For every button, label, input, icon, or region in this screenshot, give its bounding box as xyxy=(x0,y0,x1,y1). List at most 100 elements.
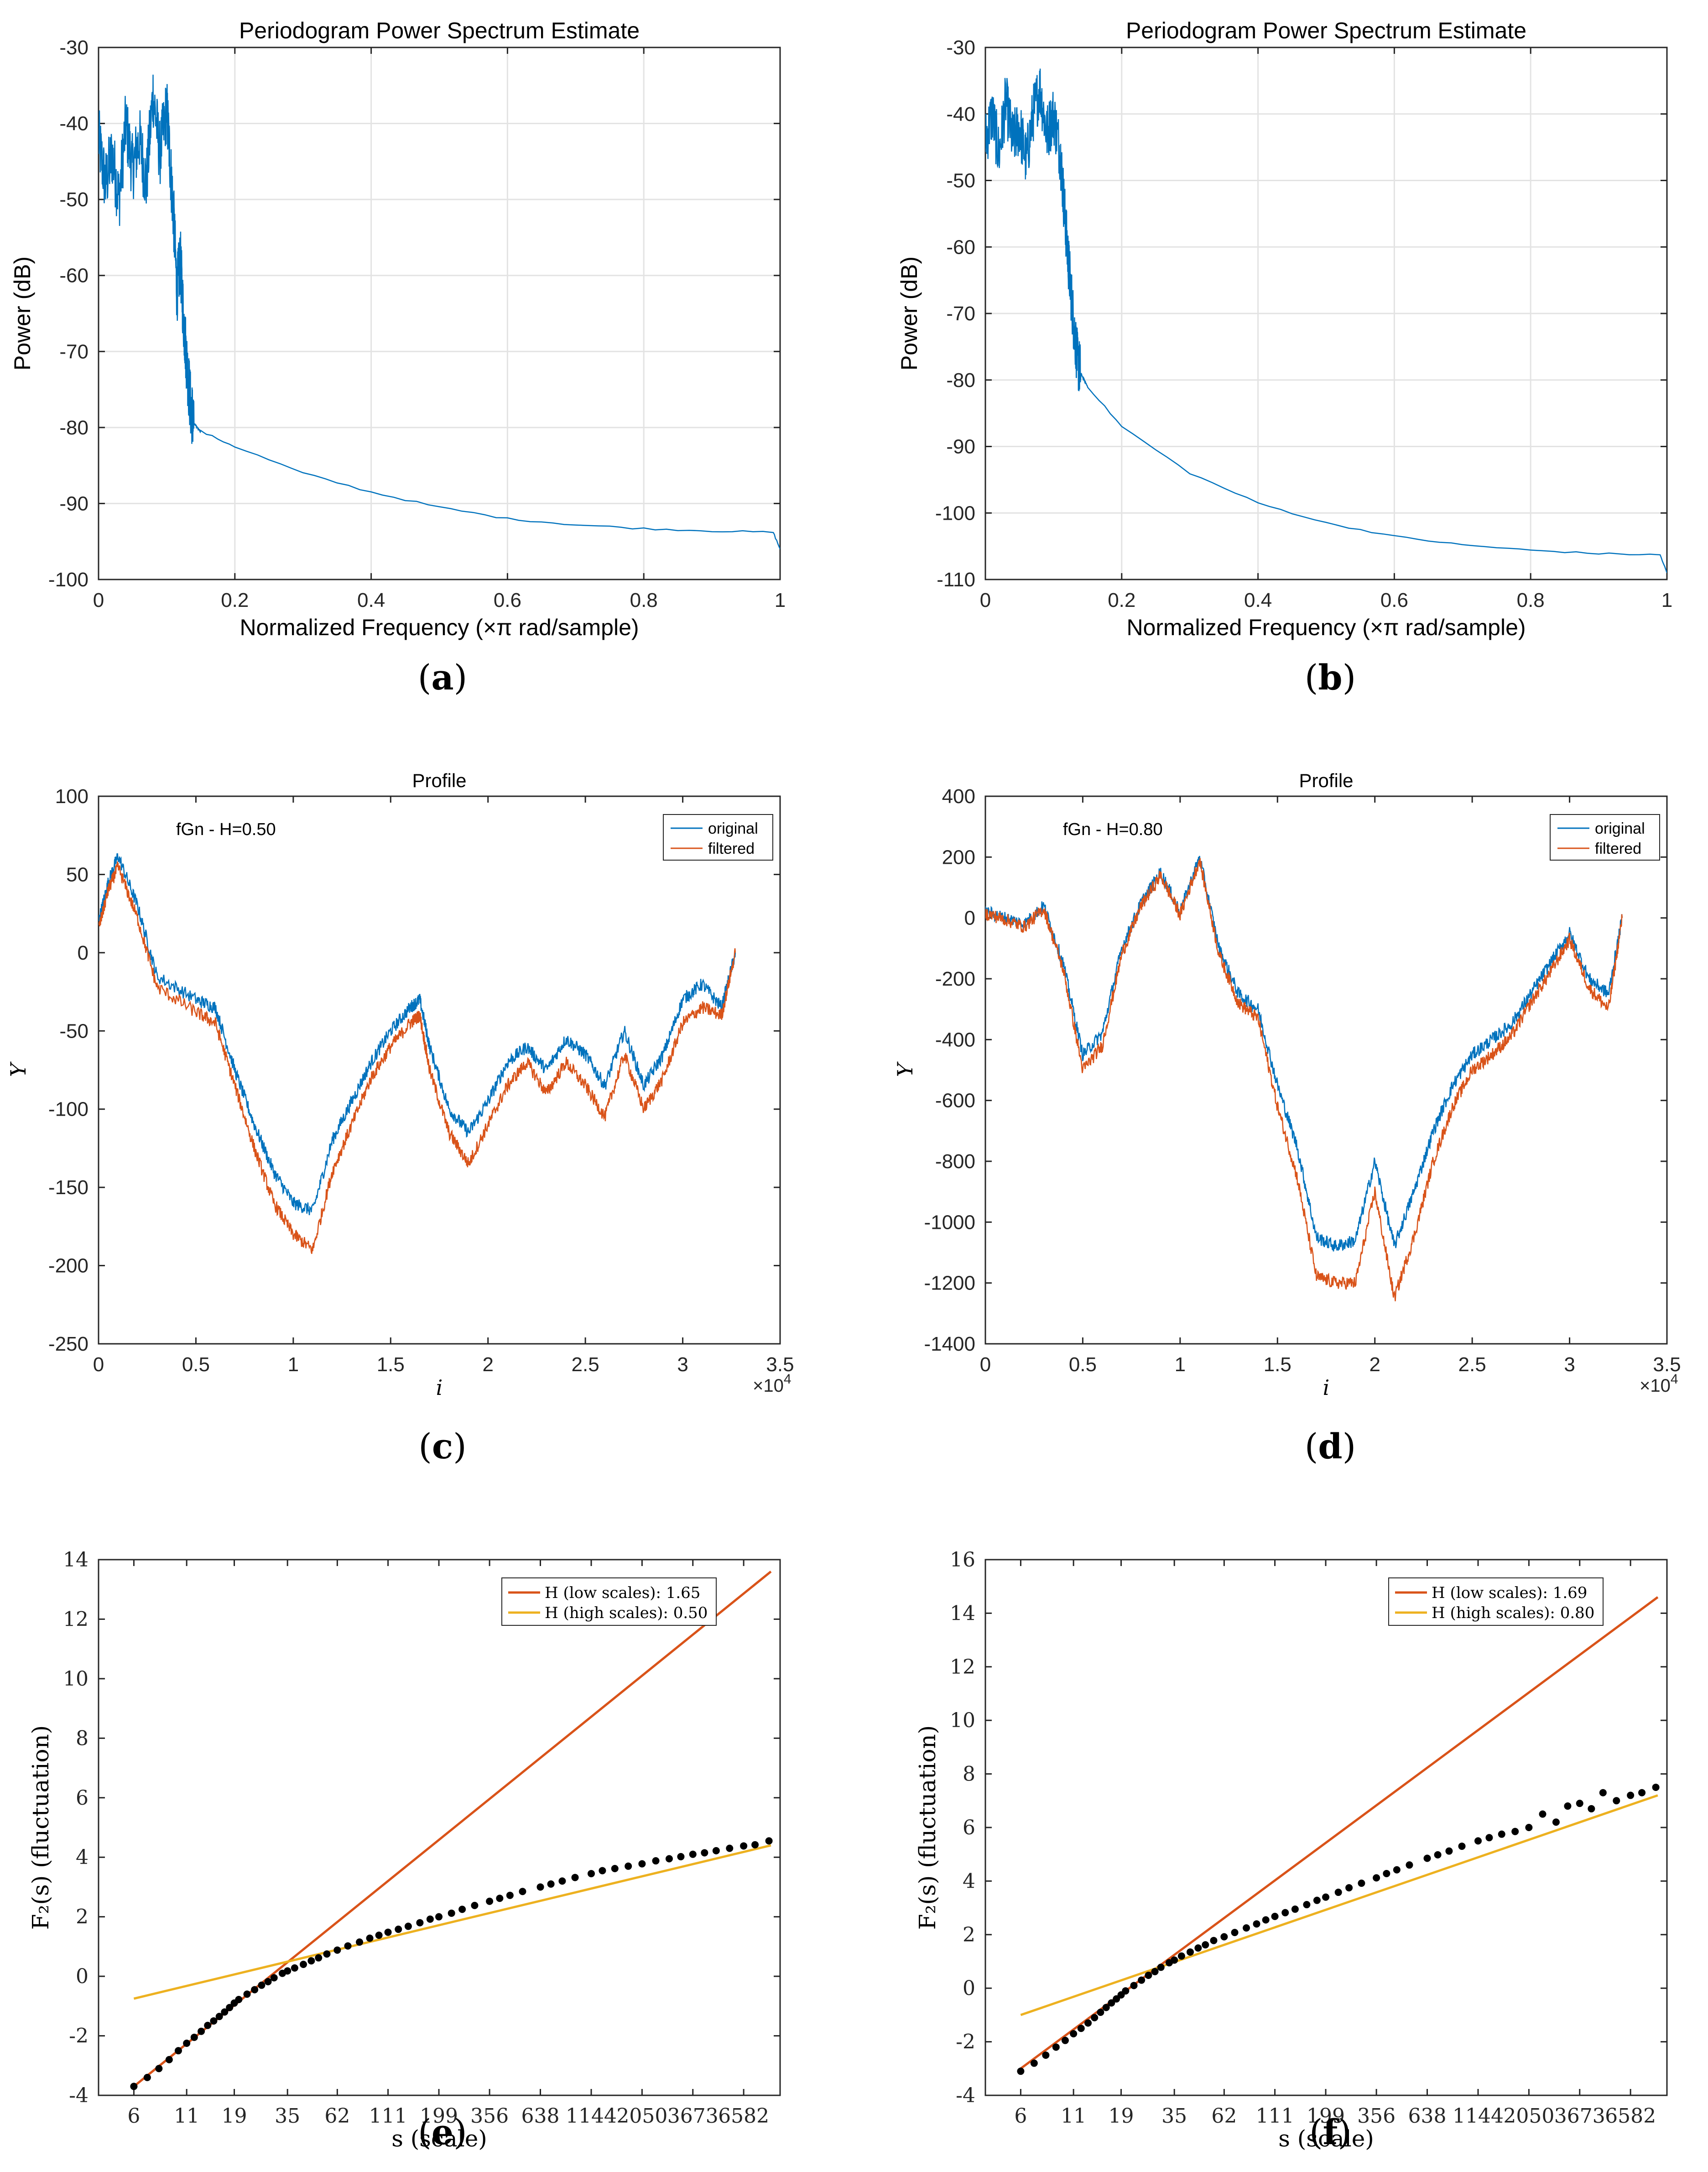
x-tick-label: 35 xyxy=(1161,2104,1187,2128)
data-point xyxy=(1652,1783,1660,1791)
data-point xyxy=(701,1849,708,1857)
data-point xyxy=(1108,1999,1115,2007)
data-point xyxy=(291,1964,298,1972)
y-tick-label: 10 xyxy=(950,1709,975,1732)
data-point xyxy=(226,2004,234,2011)
data-point xyxy=(333,1946,341,1954)
data-point xyxy=(344,1942,352,1950)
chart-f: 6 11 19 35 62 111 199 356 638 1144 2050 3673 6582-4-… xyxy=(914,1548,1668,2152)
series-line-periodogram xyxy=(99,74,780,549)
y-tick-label: 14 xyxy=(950,1602,975,1625)
chart-title: Periodogram Power Spectrum Estimate xyxy=(1126,18,1526,43)
legend-box xyxy=(663,814,773,861)
y-tick-label: 400 xyxy=(942,785,975,808)
data-point xyxy=(486,1897,494,1905)
y-tick-label: -1200 xyxy=(924,1272,975,1295)
axes-frame xyxy=(98,795,781,1345)
data-point xyxy=(1084,2019,1092,2027)
data-point xyxy=(143,2073,151,2081)
x-tick-label: 3.5 xyxy=(766,1353,794,1376)
data-point xyxy=(1157,1963,1165,1971)
x-tick-label: 1144 xyxy=(1453,2104,1504,2128)
caption-a: (a) xyxy=(417,657,468,698)
y-tick-label: -40 xyxy=(946,103,975,125)
data-point xyxy=(1393,1866,1401,1874)
x-tick-label: 3 xyxy=(1564,1353,1575,1376)
y-tick-label: 8 xyxy=(963,1763,975,1786)
data-point xyxy=(599,1867,606,1874)
annotation: fGn - H=0.50 xyxy=(176,820,276,839)
x-tick-label: 199 xyxy=(1307,2104,1345,2128)
x-tick-label: 0.2 xyxy=(221,589,249,611)
data-point xyxy=(1358,1880,1365,1887)
x-tick-label: 1 xyxy=(775,589,786,611)
y-tick-label: -100 xyxy=(935,502,975,524)
data-point xyxy=(1613,1797,1620,1805)
y-tick-label: -1000 xyxy=(924,1211,975,1233)
x-tick-label: 199 xyxy=(420,2104,458,2128)
data-point xyxy=(740,1842,748,1850)
y-tick-label: -70 xyxy=(59,340,89,363)
data-point xyxy=(395,1926,402,1933)
data-point xyxy=(174,2047,182,2055)
x-tick-label: 62 xyxy=(1211,2104,1237,2128)
y-tick-label: -250 xyxy=(48,1333,89,1355)
data-point xyxy=(155,2065,163,2073)
data-point xyxy=(243,1990,251,1998)
y-tick-label: -400 xyxy=(935,1029,975,1051)
x-tick-label: 3673 xyxy=(667,2104,719,2128)
x-tick-label: 356 xyxy=(470,2104,509,2128)
legend-box xyxy=(501,1577,717,1626)
legend-box xyxy=(1550,814,1660,861)
data-point xyxy=(458,1906,466,1913)
data-point xyxy=(1061,2036,1069,2044)
legend-label: filtered xyxy=(708,840,755,857)
y-tick-label: 0 xyxy=(963,1977,975,2000)
data-point xyxy=(1231,1929,1239,1937)
data-point xyxy=(1303,1901,1311,1909)
data-point xyxy=(366,1934,374,1942)
data-point xyxy=(130,2083,138,2090)
x-tick-label: 1.5 xyxy=(377,1353,405,1376)
y-tick-label: 100 xyxy=(55,785,89,808)
x-tick-label: 111 xyxy=(369,2104,407,2128)
x-tick-label: 0 xyxy=(980,589,991,611)
legend-label: H (low scales): 1.69 xyxy=(1432,1584,1587,1602)
data-point xyxy=(1210,1937,1218,1944)
data-point xyxy=(1498,1830,1505,1838)
x-tick-label: 0.6 xyxy=(1380,589,1408,611)
data-point xyxy=(1564,1802,1572,1810)
y-tick-label: -200 xyxy=(48,1255,89,1277)
y-tick-label: -50 xyxy=(946,170,975,192)
legend: H (low scales): 1.69 H (high scales): 0.8… xyxy=(1388,1577,1604,1626)
data-point xyxy=(1070,2030,1078,2037)
y-tick-label: -60 xyxy=(59,265,89,287)
data-point xyxy=(251,1986,259,1994)
y-tick-label: 0 xyxy=(76,1965,89,1988)
data-point xyxy=(307,1957,315,1965)
x-multiplier-exponent: 4 xyxy=(1671,1372,1678,1387)
data-point xyxy=(1130,1982,1138,1989)
x-axis-label: Normalized Frequency (×π rad/sample) xyxy=(1126,615,1526,640)
data-point xyxy=(1030,2059,1038,2067)
data-point xyxy=(384,1928,392,1936)
x-tick-label: 2 xyxy=(1369,1353,1380,1376)
x-tick-label: 0.8 xyxy=(630,589,658,611)
legend-label: H (high scales): 0.50 xyxy=(545,1604,708,1622)
x-tick-label: 19 xyxy=(222,2104,247,2128)
data-point xyxy=(1122,1987,1130,1995)
y-tick-label: -1400 xyxy=(924,1333,975,1355)
x-tick-label: 638 xyxy=(1408,2104,1447,2128)
y-tick-label: -100 xyxy=(48,1098,89,1121)
data-point xyxy=(765,1837,773,1845)
x-tick-label: 62 xyxy=(324,2104,350,2128)
chart-a: 0 0.2 0.4 0.6 0.8 1 -100 -90 -80 -70 -60 -50 -40 -30 P… xyxy=(10,18,786,640)
y-tick-label: 0 xyxy=(78,942,89,964)
data-point xyxy=(1511,1827,1519,1835)
y-axis-label: Power (dB) xyxy=(896,256,922,371)
data-point xyxy=(1525,1824,1533,1831)
x-multiplier-exponent: 4 xyxy=(784,1372,792,1387)
y-tick-label: 4 xyxy=(963,1869,975,1893)
data-point xyxy=(588,1870,595,1878)
y-tick-label: 50 xyxy=(66,863,89,886)
